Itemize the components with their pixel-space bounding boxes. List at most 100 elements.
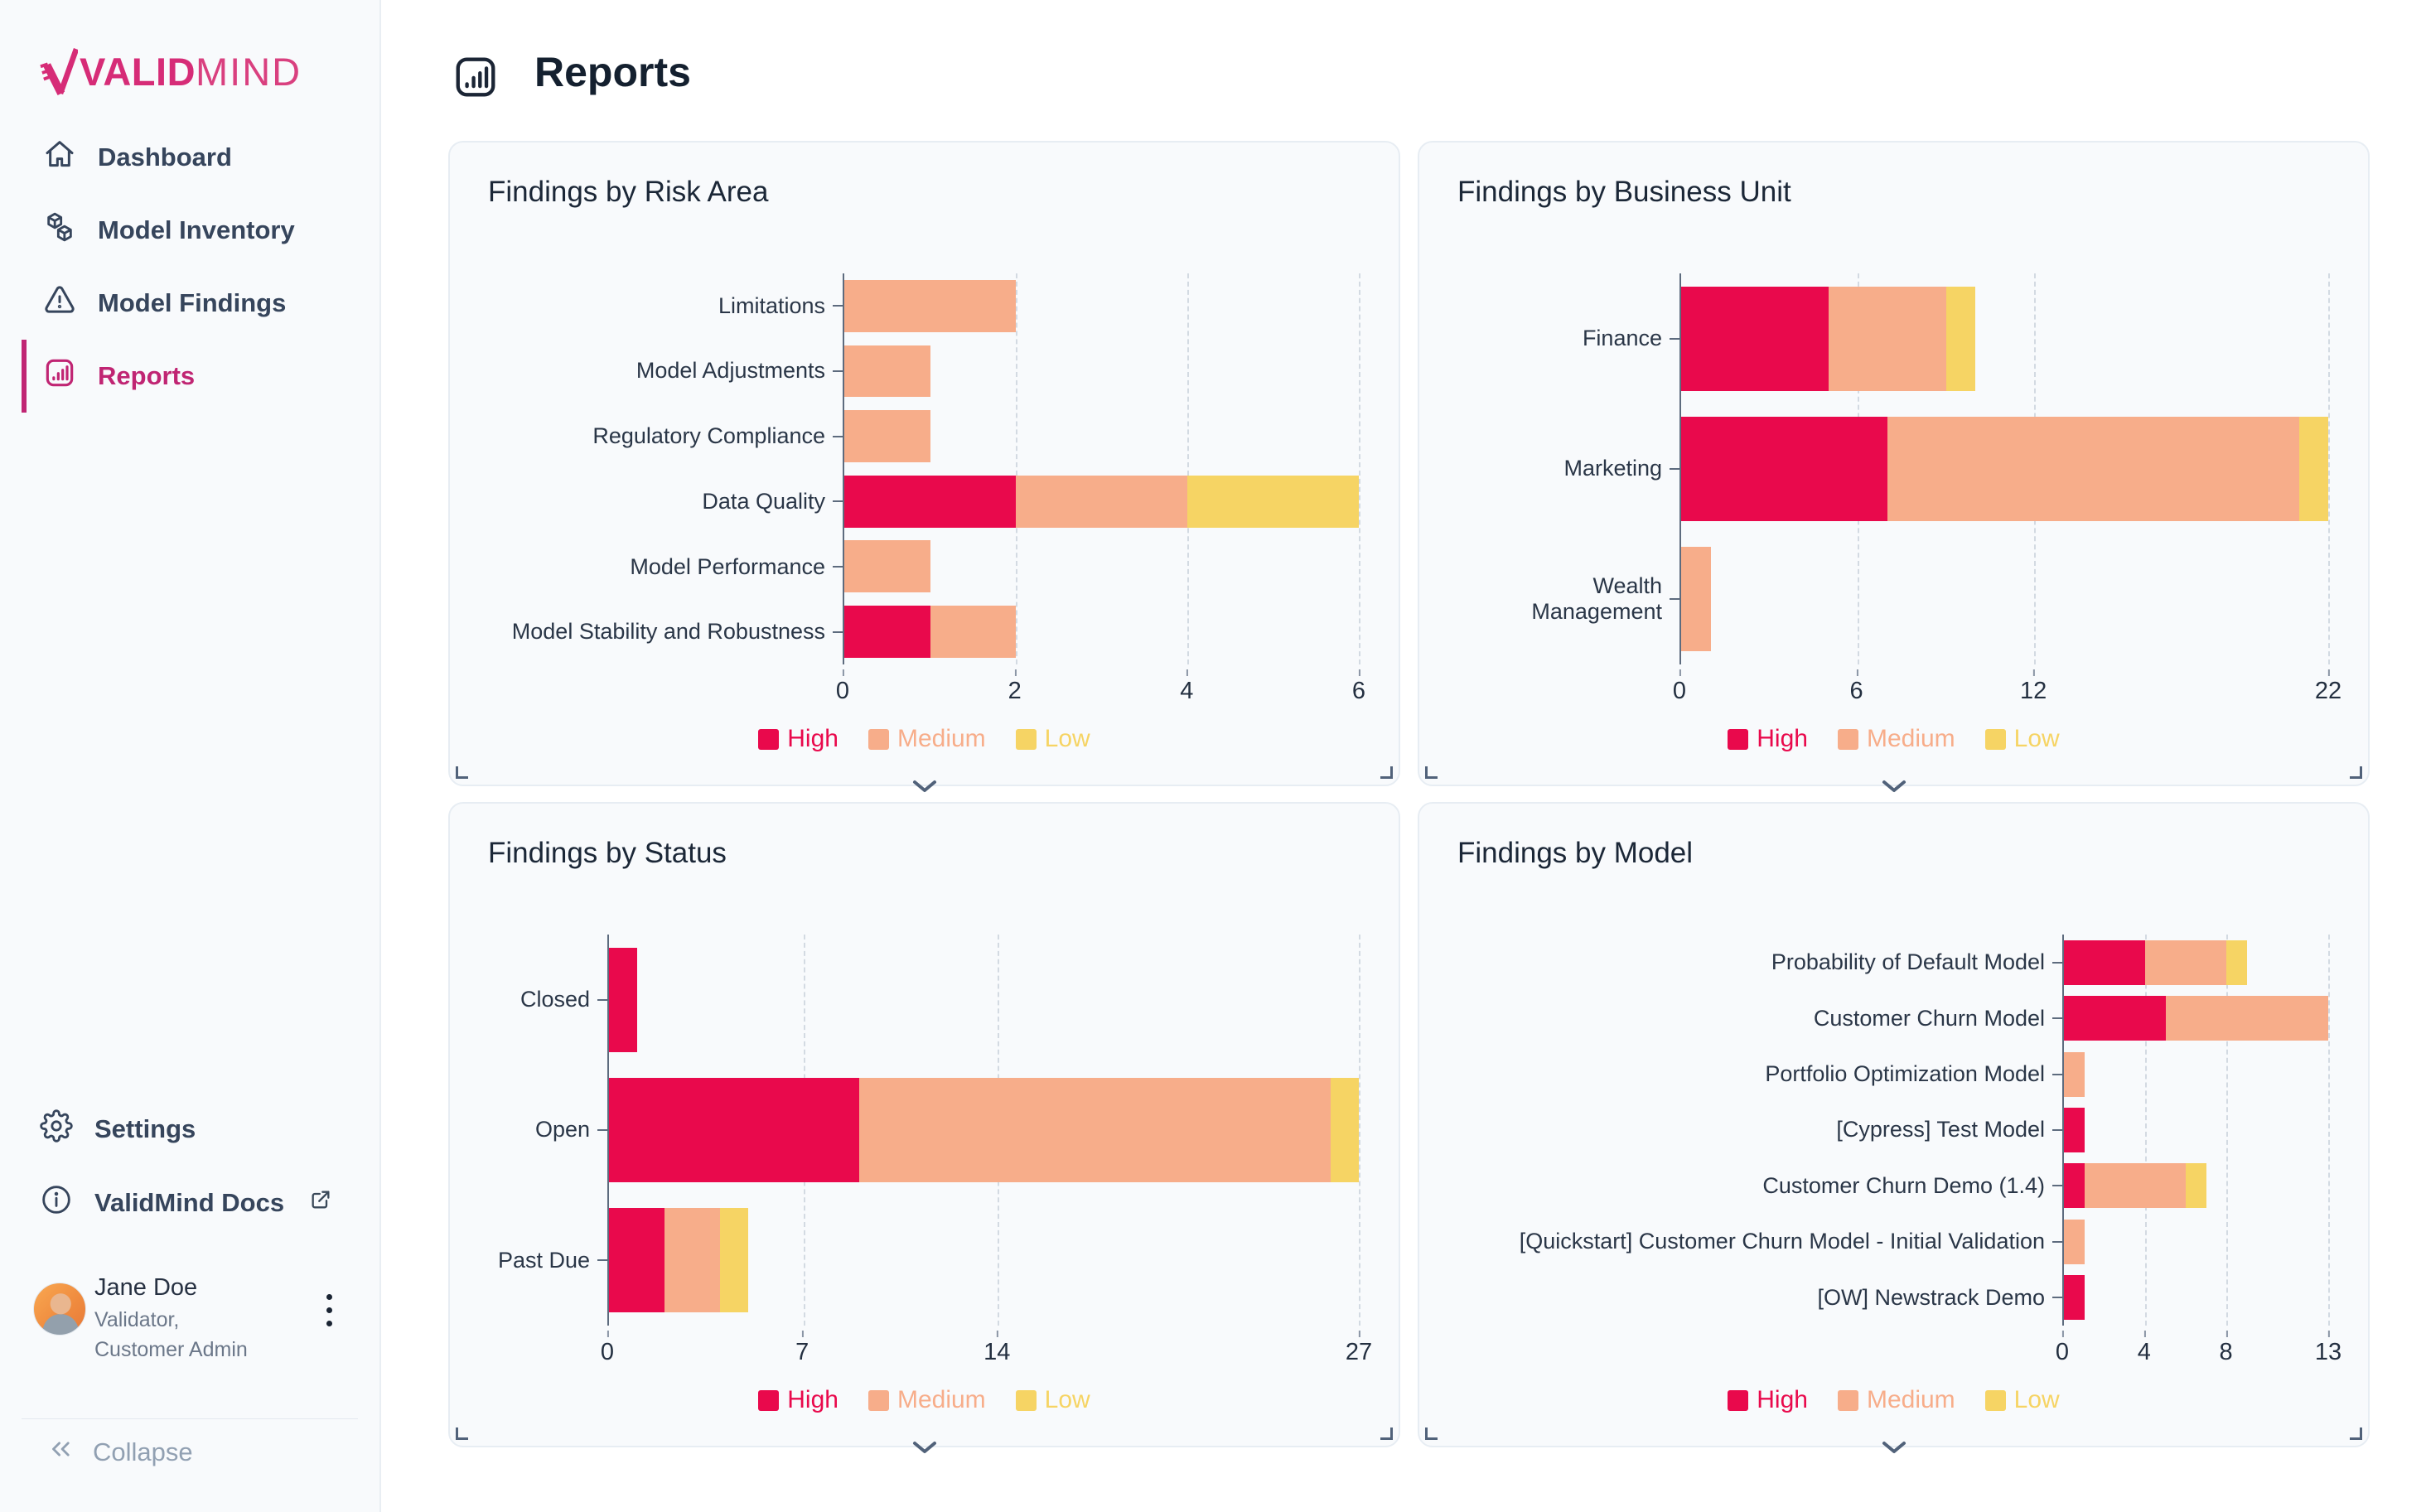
chevron-down-icon[interactable]	[1881, 779, 1907, 794]
category-row: Model Performance	[488, 534, 843, 600]
sidebar-item-model-inventory[interactable]: Model Inventory	[22, 194, 379, 267]
sidebar-item-dashboard[interactable]: Dashboard	[22, 121, 379, 194]
legend-swatch	[1015, 1389, 1037, 1411]
user-avatar[interactable]	[33, 1283, 86, 1336]
logo-text-bold: VALID	[80, 49, 196, 94]
category-tick	[597, 1128, 607, 1131]
legend-item-medium[interactable]: Medium	[1837, 725, 1955, 753]
chart-card-findings-by-business-unit: Findings by Business Unit Finance Marketi…	[1418, 141, 2370, 792]
category-label: Model Stability and Robustness	[511, 619, 825, 645]
legend-swatch	[1984, 1389, 2006, 1411]
logo-text-light: MIND	[196, 49, 302, 94]
resize-handle-bottom-left[interactable]	[1425, 1427, 1438, 1440]
stacked-bar	[2064, 1163, 2328, 1209]
validmind-logo[interactable]: VALID MIND	[40, 46, 302, 96]
category-row: Finance	[1457, 273, 1679, 403]
stacked-bar	[2064, 940, 2328, 985]
bar-segment-high	[2064, 1163, 2085, 1209]
legend-item-low[interactable]: Low	[1984, 725, 2060, 753]
x-tick-label: 7	[795, 1331, 809, 1365]
legend-item-low[interactable]: Low	[1984, 1386, 2060, 1414]
legend-label: Medium	[1866, 1386, 1955, 1413]
bar-segment-high	[844, 606, 930, 659]
category-label: Portfolio Optimization Model	[1765, 1061, 2045, 1087]
category-label: Model Performance	[630, 553, 825, 579]
settings-label: Settings	[94, 1114, 196, 1143]
chevron-down-icon[interactable]	[911, 779, 938, 794]
category-label: [OW] Newstrack Demo	[1817, 1284, 2045, 1310]
bar-row	[2064, 1158, 2328, 1214]
findings-by-status-chart: Closed Open Past Due 0 7 14 27	[488, 935, 1372, 1369]
collapse-button[interactable]: Collapse	[46, 1435, 193, 1470]
chevron-down-icon[interactable]	[911, 1440, 938, 1455]
legend-item-high[interactable]: High	[1728, 725, 1808, 753]
stacked-bar	[844, 475, 1359, 528]
legend-item-medium[interactable]: Medium	[1837, 1386, 1955, 1414]
category-tick	[833, 630, 843, 633]
legend-item-low[interactable]: Low	[1015, 725, 1090, 753]
chevron-down-icon[interactable]	[1881, 1440, 1907, 1455]
sidebar-item-label: Reports	[98, 361, 196, 390]
gridline	[2328, 935, 2330, 1326]
sidebar-item-model-findings[interactable]: Model Findings	[22, 267, 379, 340]
resize-handle-bottom-right[interactable]	[2350, 1427, 2362, 1440]
category-label: Data Quality	[702, 488, 825, 514]
legend-item-medium[interactable]: Medium	[867, 725, 986, 753]
resize-handle-bottom-left[interactable]	[1425, 766, 1438, 779]
legend-swatch	[758, 1389, 780, 1411]
bar-segment-high	[844, 475, 1016, 528]
bar-chart-icon	[43, 356, 76, 396]
x-tick-label: 14	[983, 1331, 1011, 1365]
stacked-bar	[1681, 547, 2328, 652]
stacked-bar	[609, 1078, 1359, 1182]
category-label: [Quickstart] Customer Churn Model - Init…	[1519, 1229, 2045, 1254]
category-label: Customer Churn Demo (1.4)	[1762, 1172, 2045, 1198]
sidebar-item-validmind-docs[interactable]: ValidMind Docs	[40, 1183, 332, 1223]
x-tick-label: 0	[1672, 669, 1687, 704]
stacked-bar	[844, 606, 1359, 659]
x-tick-label: 12	[2019, 669, 2047, 704]
category-row: Regulatory Compliance	[488, 403, 843, 469]
stacked-bar	[2064, 1275, 2328, 1321]
home-icon	[43, 138, 76, 177]
user-menu-kebab-icon[interactable]	[321, 1289, 337, 1331]
category-label: [Cypress] Test Model	[1836, 1117, 2045, 1142]
resize-handle-bottom-left[interactable]	[456, 1427, 468, 1440]
stacked-bar	[2064, 1219, 2328, 1264]
category-tick	[833, 435, 843, 437]
category-tick	[1670, 598, 1679, 601]
warning-triangle-icon	[43, 283, 76, 323]
bar-segment-medium	[844, 345, 930, 398]
bar-segment-low	[1331, 1078, 1359, 1182]
bar-row	[844, 273, 1359, 339]
sidebar-item-label: Dashboard	[98, 143, 232, 171]
sidebar-item-reports[interactable]: Reports	[22, 340, 379, 413]
category-label: Regulatory Compliance	[592, 423, 825, 449]
double-chevron-left-icon	[46, 1435, 75, 1470]
resize-handle-bottom-left[interactable]	[456, 766, 468, 779]
x-tick-label: 8	[2219, 1331, 2233, 1365]
category-label: Customer Churn Model	[1813, 1005, 2045, 1031]
x-tick-label: 0	[2055, 1331, 2070, 1365]
bar-segment-medium	[2064, 1219, 2085, 1264]
sidebar: VALID MIND Dashboard Model Inventory Mode…	[0, 0, 381, 1512]
legend-label: Medium	[896, 1386, 986, 1413]
legend-item-high[interactable]: High	[758, 1386, 838, 1414]
cubes-icon	[43, 210, 76, 250]
resize-handle-bottom-right[interactable]	[1380, 766, 1393, 779]
bar-segment-low	[1187, 475, 1359, 528]
stacked-bar	[1681, 286, 2328, 391]
bar-segment-high	[609, 1208, 665, 1313]
legend-item-high[interactable]: High	[1728, 1386, 1808, 1414]
legend-swatch	[1837, 728, 1858, 750]
bar-segment-high	[2064, 1108, 2085, 1152]
resize-handle-bottom-right[interactable]	[1380, 1427, 1393, 1440]
legend-item-low[interactable]: Low	[1015, 1386, 1090, 1414]
legend-item-medium[interactable]: Medium	[867, 1386, 986, 1414]
resize-handle-bottom-right[interactable]	[2350, 766, 2362, 779]
legend-item-high[interactable]: High	[758, 725, 838, 753]
legend-swatch	[867, 1389, 889, 1411]
sidebar-item-settings[interactable]: Settings	[40, 1109, 196, 1149]
bar-row	[609, 935, 1359, 1065]
legend-label: High	[1757, 725, 1808, 752]
